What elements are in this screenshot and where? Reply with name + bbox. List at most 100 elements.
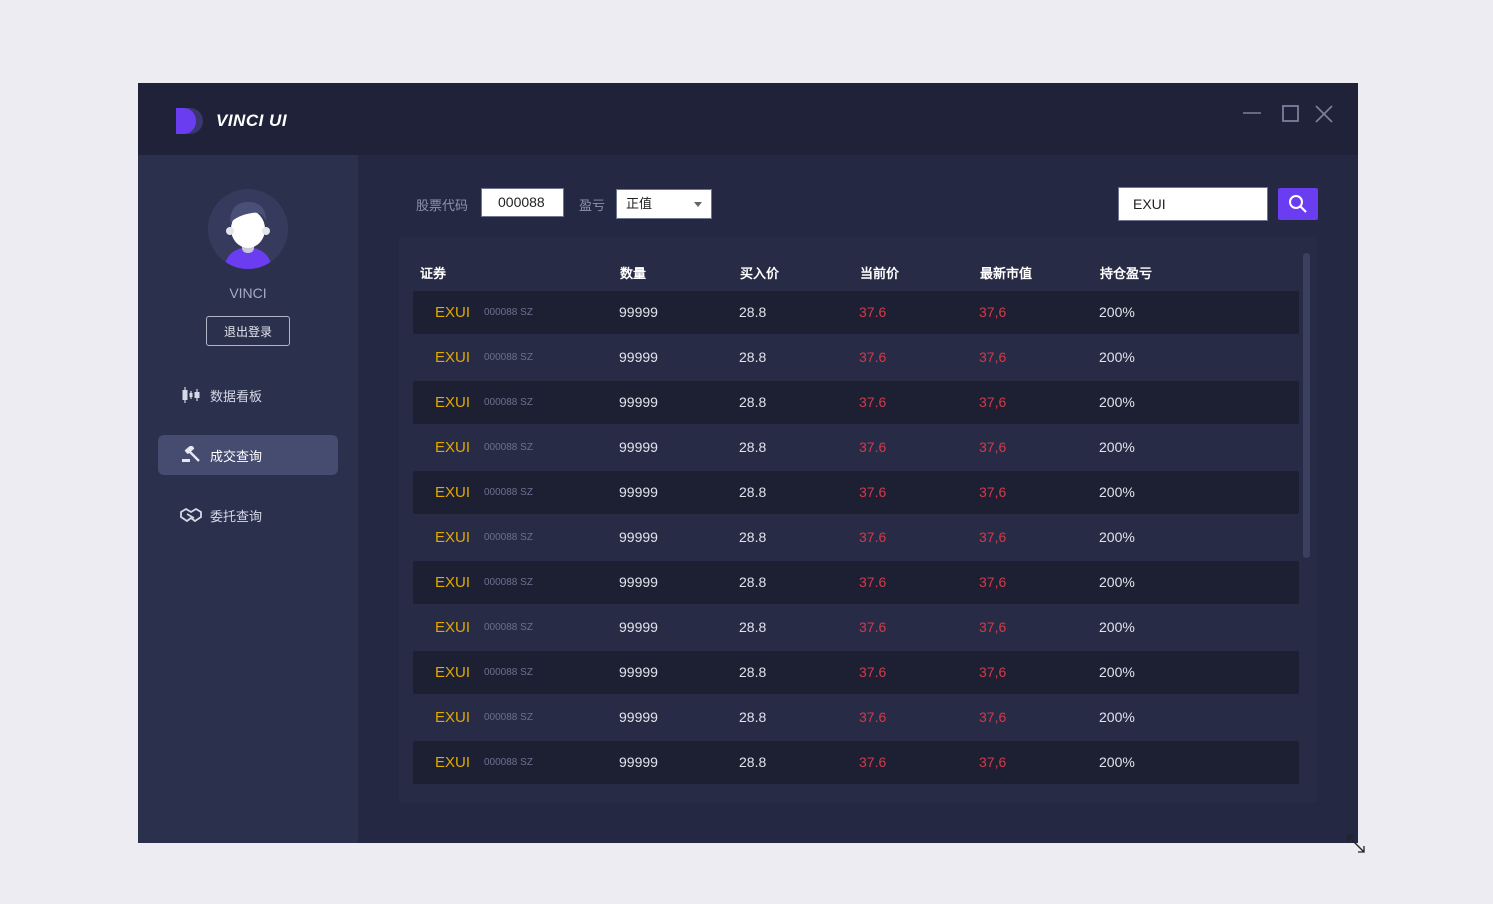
trade-table: 证券 数量 买入价 当前价 最新市值 持仓盈亏 EXUI 000088 SZ 999…: [399, 237, 1317, 802]
stock-code-label: 股票代码: [416, 198, 469, 213]
quantity-cell: 99999: [619, 439, 658, 455]
table-row[interactable]: EXUI 000088 SZ 99999 28.8 37.6 37,6 200%: [413, 291, 1299, 334]
buy-price-cell: 28.8: [739, 484, 767, 500]
sidebar-item-label: 成交查询: [210, 448, 263, 464]
current-price-cell: 37.6: [859, 664, 887, 680]
pnl-cell: 200%: [1099, 664, 1135, 680]
resize-handle-icon[interactable]: [1345, 833, 1367, 855]
buy-price-cell: 28.8: [739, 754, 767, 770]
column-header[interactable]: 最新市值: [980, 266, 1033, 281]
minimize-icon[interactable]: [1241, 103, 1263, 125]
security-symbol: EXUI: [435, 349, 471, 366]
security-code: 000088 SZ: [484, 667, 533, 678]
sidebar-item-order-query[interactable]: 委托查询: [158, 495, 338, 535]
sidebar-item-dashboard[interactable]: 数据看板: [158, 375, 338, 415]
pnl-select[interactable]: 正值: [616, 189, 712, 219]
maximize-icon[interactable]: [1280, 103, 1302, 125]
table-row[interactable]: EXUI 000088 SZ 99999 28.8 37.6 37,6 200%: [413, 561, 1299, 604]
app-window: VINCI UI VINCI 退出登录: [138, 83, 1365, 853]
table-row[interactable]: EXUI 000088 SZ 99999 28.8 37.6 37,6 200%: [413, 381, 1299, 424]
table-row[interactable]: EXUI 000088 SZ 99999 28.8 37.6 37,6 200%: [413, 336, 1299, 379]
security-code: 000088 SZ: [484, 487, 533, 498]
market-value-cell: 37,6: [979, 529, 1007, 545]
current-price-cell: 37.6: [859, 709, 887, 725]
stock-code-input[interactable]: 000088: [481, 188, 564, 217]
user-avatar-icon[interactable]: [208, 189, 288, 269]
pnl-cell: 200%: [1099, 394, 1135, 410]
buy-price-cell: 28.8: [739, 574, 767, 590]
quantity-cell: 99999: [619, 754, 658, 770]
current-price-cell: 37.6: [859, 484, 887, 500]
sidebar-item-trade-query[interactable]: 成交查询: [158, 435, 338, 475]
search-input[interactable]: EXUI: [1118, 187, 1268, 221]
pnl-cell: 200%: [1099, 709, 1135, 725]
table-scrollbar[interactable]: [1303, 253, 1310, 558]
market-value-cell: 37,6: [979, 394, 1007, 410]
buy-price-cell: 28.8: [739, 664, 767, 680]
buy-price-cell: 28.8: [739, 529, 767, 545]
market-value-cell: 37,6: [979, 574, 1007, 590]
table-row[interactable]: EXUI 000088 SZ 99999 28.8 37.6 37,6 200%: [413, 471, 1299, 514]
quantity-cell: 99999: [619, 394, 658, 410]
pnl-cell: 200%: [1099, 349, 1135, 365]
chevron-down-icon: [694, 202, 702, 207]
column-header[interactable]: 买入价: [740, 266, 780, 281]
pnl-label: 盈亏: [579, 198, 606, 213]
security-code: 000088 SZ: [484, 712, 533, 723]
quantity-cell: 99999: [619, 529, 658, 545]
security-code: 000088 SZ: [484, 307, 533, 318]
current-price-cell: 37.6: [859, 349, 887, 365]
table-row[interactable]: EXUI 000088 SZ 99999 28.8 37.6 37,6 200%: [413, 651, 1299, 694]
table-row[interactable]: EXUI 000088 SZ 99999 28.8 37.6 37,6 200%: [413, 696, 1299, 739]
market-value-cell: 37,6: [979, 349, 1007, 365]
market-value-cell: 37,6: [979, 484, 1007, 500]
security-code: 000088 SZ: [484, 577, 533, 588]
security-symbol: EXUI: [435, 664, 471, 681]
market-value-cell: 37,6: [979, 619, 1007, 635]
logout-button[interactable]: 退出登录: [206, 316, 290, 346]
column-header[interactable]: 当前价: [860, 266, 900, 281]
search-button[interactable]: [1278, 188, 1318, 220]
security-symbol: EXUI: [435, 394, 471, 411]
security-code: 000088 SZ: [484, 757, 533, 768]
quantity-cell: 99999: [619, 304, 658, 320]
market-value-cell: 37,6: [979, 439, 1007, 455]
quantity-cell: 99999: [619, 709, 658, 725]
current-price-cell: 37.6: [859, 754, 887, 770]
title-bar[interactable]: VINCI UI: [138, 83, 1358, 155]
column-header[interactable]: 数量: [620, 266, 647, 281]
table-row[interactable]: EXUI 000088 SZ 99999 28.8 37.6 37,6 200%: [413, 741, 1299, 784]
security-symbol: EXUI: [435, 484, 471, 501]
close-icon[interactable]: [1313, 103, 1335, 125]
security-symbol: EXUI: [435, 574, 471, 591]
market-value-cell: 37,6: [979, 664, 1007, 680]
security-code: 000088 SZ: [484, 442, 533, 453]
buy-price-cell: 28.8: [739, 394, 767, 410]
column-header[interactable]: 持仓盈亏: [1100, 266, 1153, 281]
security-code: 000088 SZ: [484, 532, 533, 543]
pnl-cell: 200%: [1099, 439, 1135, 455]
vinci-logo-icon: [176, 108, 203, 134]
buy-price-cell: 28.8: [739, 349, 767, 365]
table-row[interactable]: EXUI 000088 SZ 99999 28.8 37.6 37,6 200%: [413, 426, 1299, 469]
table-row[interactable]: EXUI 000088 SZ 99999 28.8 37.6 37,6 200%: [413, 606, 1299, 649]
pnl-select-value: 正值: [626, 196, 653, 211]
market-value-cell: 37,6: [979, 304, 1007, 320]
gavel-icon: [180, 446, 202, 464]
username: VINCI: [229, 285, 267, 301]
security-symbol: EXUI: [435, 304, 471, 321]
security-symbol: EXUI: [435, 754, 471, 771]
column-header[interactable]: 证券: [420, 266, 447, 281]
pnl-cell: 200%: [1099, 619, 1135, 635]
security-code: 000088 SZ: [484, 352, 533, 363]
market-value-cell: 37,6: [979, 709, 1007, 725]
current-price-cell: 37.6: [859, 529, 887, 545]
current-price-cell: 37.6: [859, 394, 887, 410]
buy-price-cell: 28.8: [739, 304, 767, 320]
handshake-icon: [180, 506, 202, 524]
table-row[interactable]: EXUI 000088 SZ 99999 28.8 37.6 37,6 200%: [413, 516, 1299, 559]
sidebar-item-label: 委托查询: [210, 508, 263, 524]
pnl-cell: 200%: [1099, 754, 1135, 770]
buy-price-cell: 28.8: [739, 619, 767, 635]
security-symbol: EXUI: [435, 619, 471, 636]
